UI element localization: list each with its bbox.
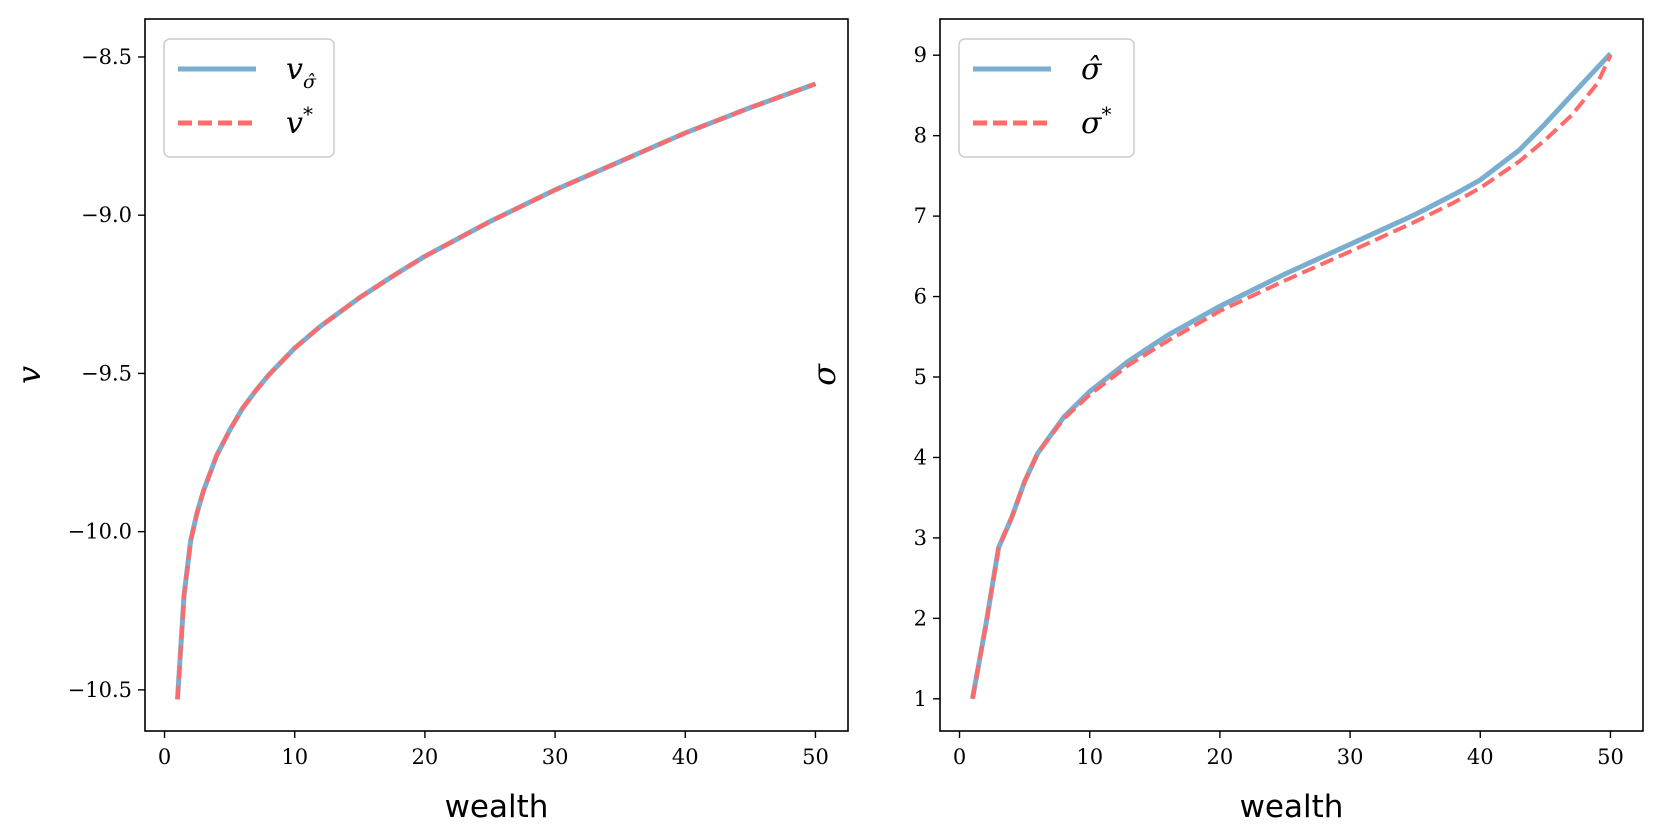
x-tick-label: 10 [1076, 745, 1103, 769]
x-tick-label: 0 [953, 745, 966, 769]
legend: σ̂ σ* [958, 38, 1135, 158]
chart-panel-1: 0 10 20 30 40 50 −10.5 −10.0 −9.5 −9.0 −8.5 wealth v… [10, 18, 849, 825]
legend: vσ̂ v* [163, 38, 335, 158]
x-tick-label: 30 [1337, 745, 1364, 769]
x-tick-label: 50 [802, 745, 829, 769]
series-line-exact [175, 82, 817, 700]
x-tick-label: 50 [1597, 745, 1624, 769]
plot-frame [939, 18, 1644, 732]
y-tick-label: −8.5 [81, 45, 132, 69]
y-tick-label: 8 [914, 124, 927, 148]
y-tick-label: 3 [914, 526, 927, 550]
y-tick-label: 4 [914, 445, 927, 469]
legend-label-approx: vσ̂ [286, 52, 317, 93]
plot-frame [144, 18, 849, 732]
x-axis-label: wealth [1240, 789, 1344, 825]
y-tick-label: 1 [914, 687, 927, 711]
x-tick-label: 40 [1467, 745, 1494, 769]
legend-label-approx: σ̂ [1081, 52, 1103, 87]
y-tick-label: 6 [914, 285, 927, 309]
y-tick-label: −9.0 [81, 203, 132, 227]
series-line-exact [970, 54, 1613, 700]
x-tick-label: 20 [1207, 745, 1234, 769]
x-tick-label: 0 [158, 745, 171, 769]
legend-box [958, 38, 1135, 158]
y-tick-label: 2 [914, 606, 927, 630]
y-tick-label: −10.5 [68, 678, 132, 702]
y-tick-label: −10.0 [68, 520, 132, 544]
y-tick-label: 9 [914, 43, 927, 67]
y-tick-label: 7 [914, 204, 927, 228]
x-tick-label: 20 [412, 745, 439, 769]
legend-box [163, 38, 335, 158]
legend-label-exact: σ* [1081, 102, 1111, 141]
series-line-approx [175, 81, 817, 700]
chart-panel-2: 0 10 20 30 40 50 1 2 3 4 5 6 7 8 9 wealth σ σ̂ σ* [805, 18, 1644, 825]
x-tick-label: 40 [672, 745, 699, 769]
y-axis-label: σ [805, 363, 843, 386]
x-tick-label: 10 [281, 745, 308, 769]
y-axis-label: v [10, 366, 48, 384]
x-tick-label: 30 [542, 745, 569, 769]
y-tick-label: −9.5 [81, 361, 132, 385]
y-tick-label: 5 [914, 365, 927, 389]
x-axis-label: wealth [445, 789, 549, 825]
legend-label-exact: v* [286, 102, 313, 141]
